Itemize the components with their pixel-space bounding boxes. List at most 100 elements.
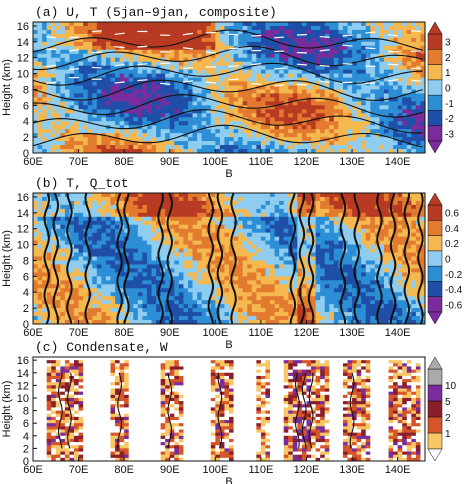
colorbar-segment <box>427 265 443 282</box>
q-contour <box>123 193 130 324</box>
w-contour <box>57 372 63 449</box>
wind-arrow <box>410 30 421 33</box>
colorbar-tick-label: 0 <box>445 255 451 266</box>
wind-arrow <box>319 64 330 67</box>
x-tick-label: 120E <box>294 464 320 476</box>
wind-arrow <box>388 79 399 82</box>
q-contour <box>376 193 383 324</box>
colorbar-segment <box>427 125 443 142</box>
colorbar-tick-label: 0.6 <box>445 209 459 220</box>
wind-arrow <box>91 66 102 69</box>
wind-arrow <box>182 66 194 70</box>
panel-title: (c) Condensate, W <box>35 340 168 355</box>
wind-arrow <box>388 34 399 37</box>
x-tick-label: 70E <box>69 464 89 476</box>
w-contour <box>167 372 173 449</box>
q-contour <box>166 193 174 324</box>
y-axis-label: Height (km) <box>1 59 13 116</box>
wind-arrow <box>160 82 171 85</box>
wind-arrow <box>182 47 194 50</box>
x-tick-label: 60E <box>23 156 43 168</box>
colorbar-tick-label: -1 <box>445 99 454 110</box>
contour-overlay <box>43 193 424 324</box>
x-tick-label: 70E <box>69 156 89 168</box>
y-tick-label: 2 <box>23 132 29 144</box>
x-tick-label: 140E <box>385 464 411 476</box>
contour-overlay <box>57 372 355 449</box>
x-tick-label: 110E <box>248 464 273 476</box>
colorbar-tick-label: 2 <box>445 53 451 64</box>
colorbar-segment <box>427 250 443 267</box>
y-tick-label: 10 <box>17 393 29 405</box>
x-tick-label: 60E <box>23 327 43 339</box>
q-contour <box>307 193 315 324</box>
y-tick-label: 10 <box>17 69 29 81</box>
x-tick-label: 110E <box>248 327 273 339</box>
wind-arrow <box>182 80 194 83</box>
q-contour <box>289 193 297 324</box>
wind-arrow <box>228 33 239 36</box>
x-tick-label: 120E <box>294 327 320 339</box>
temperature-contour <box>33 124 423 148</box>
wind-arrow <box>319 35 330 38</box>
q-contour <box>417 193 424 324</box>
y-tick-label: 4 <box>23 287 29 299</box>
panel-title: (b) T, Q_tot <box>35 176 129 191</box>
wind-arrow <box>114 32 125 36</box>
heatmap-field <box>33 193 425 324</box>
y-tick-label: 12 <box>17 224 29 236</box>
temperature-contour <box>33 45 423 71</box>
colorbar-segment <box>427 296 443 313</box>
q-contour <box>43 193 51 324</box>
y-tick-label: 10 <box>17 240 29 252</box>
wind-arrow <box>319 80 330 84</box>
y-tick-label: 12 <box>17 380 29 392</box>
colorbar-extend-top <box>427 21 443 35</box>
colorbar-segment <box>427 235 443 252</box>
panel-1: 60E 70E 80E 90E 100E 110E 120E 130E 140E02468101… <box>1 5 454 180</box>
wind-arrow <box>228 78 239 81</box>
y-tick-label: 12 <box>17 53 29 65</box>
x-tick-label: 60E <box>23 464 43 476</box>
panel-title: (a) U, T (5jan–9jan, composite) <box>35 5 277 20</box>
wind-arrow <box>46 64 57 68</box>
temperature-contour <box>33 79 423 101</box>
x-tick-label: 70E <box>69 327 89 339</box>
wind-arrow <box>91 51 102 54</box>
y-tick-label: 6 <box>23 271 29 283</box>
q-contour <box>230 193 237 324</box>
plot-frame <box>32 356 426 462</box>
heatmap-field <box>33 357 425 461</box>
x-axis-label: B <box>225 339 232 351</box>
wind-arrow <box>251 63 262 66</box>
colorbar-segment <box>427 110 443 126</box>
wind-arrow <box>251 82 262 86</box>
y-tick-label: 4 <box>23 116 29 128</box>
wind-arrow <box>296 63 307 66</box>
w-contour <box>117 372 122 449</box>
contour-overlay <box>33 29 423 148</box>
colorbar-tick-label: 5 <box>445 397 451 408</box>
y-tick-label: 0 <box>23 456 29 468</box>
w-contour <box>301 372 307 449</box>
colorbar-tick-label: 0.4 <box>445 224 459 235</box>
colorbar-tick-label: 2 <box>445 413 451 424</box>
wind-arrow <box>274 36 285 39</box>
wind-arrow <box>91 30 102 33</box>
colorbar-segment <box>427 281 443 297</box>
colorbar-tick-label: 0.2 <box>445 239 459 250</box>
q-contour <box>66 193 73 324</box>
colorbar-segment <box>427 400 443 418</box>
q-contour <box>207 193 215 324</box>
x-tick-label: 90E <box>160 327 180 339</box>
y-tick-label: 16 <box>17 21 29 33</box>
colorbar-segment <box>427 384 443 402</box>
wind-arrow <box>114 46 125 49</box>
wind-arrow <box>228 65 239 68</box>
q-contour <box>157 193 164 324</box>
wind-arrow <box>388 63 399 66</box>
colorbar-tick-label: -0.4 <box>445 285 463 296</box>
q-contour <box>389 193 397 324</box>
y-tick-label: 16 <box>17 355 29 367</box>
colorbar-segment <box>427 432 443 450</box>
